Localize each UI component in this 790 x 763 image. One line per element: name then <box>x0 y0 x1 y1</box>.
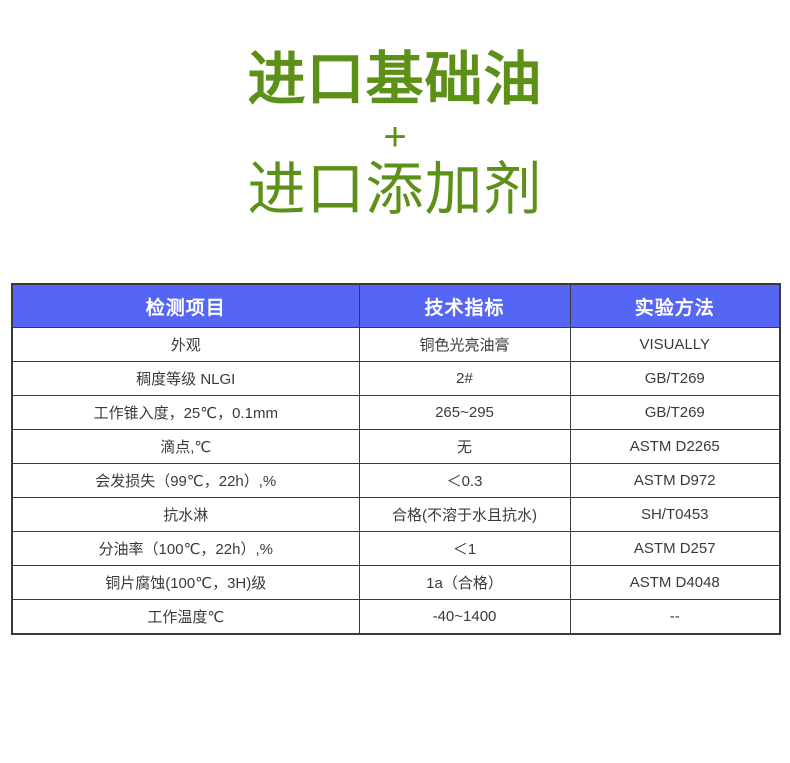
cell-test-item: 工作锥入度，25℃，0.1mm <box>11 395 360 430</box>
cell-test-method: ASTM D257 <box>569 531 781 566</box>
cell-test-method: SH/T0453 <box>569 497 781 532</box>
table-row: 滴点,℃ 无 ASTM D2265 <box>11 429 781 464</box>
cell-test-method: VISUALLY <box>569 327 781 362</box>
spec-table-head: 检测项目 技术指标 实验方法 <box>11 283 781 328</box>
headline-line-additive: 进口添加剂 <box>247 157 543 223</box>
table-row: 工作温度℃ -40~1400 -- <box>11 599 781 635</box>
table-row: 工作锥入度，25℃，0.1mm 265~295 GB/T269 <box>11 395 781 430</box>
plus-sign-icon: + <box>383 115 407 160</box>
cell-technical-index: 无 <box>358 429 571 464</box>
cell-test-method: GB/T269 <box>569 361 781 396</box>
table-row: 抗水淋 合格(不溶于水且抗水) SH/T0453 <box>11 497 781 532</box>
table-row: 分油率（100℃，22h）,% ＜1 ASTM D257 <box>11 531 781 566</box>
cell-technical-index: ＜0.3 <box>358 463 571 498</box>
cell-technical-index: 2# <box>358 361 571 396</box>
cell-test-method: ASTM D2265 <box>569 429 781 464</box>
spec-table-header-row: 检测项目 技术指标 实验方法 <box>11 283 781 328</box>
cell-technical-index: 合格(不溶于水且抗水) <box>358 497 571 532</box>
spec-table-body: 外观 铜色光亮油膏 VISUALLY 稠度等级 NLGI 2# GB/T269 … <box>11 327 781 635</box>
table-row: 稠度等级 NLGI 2# GB/T269 <box>11 361 781 396</box>
cell-test-item: 稠度等级 NLGI <box>11 361 360 396</box>
table-row: 外观 铜色光亮油膏 VISUALLY <box>11 327 781 362</box>
table-row: 会发损失（99℃，22h）,% ＜0.3 ASTM D972 <box>11 463 781 498</box>
cell-test-method: ASTM D972 <box>569 463 781 498</box>
cell-test-item: 滴点,℃ <box>11 429 360 464</box>
cell-technical-index: 1a（合格） <box>358 565 571 600</box>
table-row: 铜片腐蚀(100℃，3H)级 1a（合格） ASTM D4048 <box>11 565 781 600</box>
spec-table-container: 检测项目 技术指标 实验方法 外观 铜色光亮油膏 VISUALLY 稠度等级 N… <box>11 283 781 635</box>
cell-test-item: 抗水淋 <box>11 497 360 532</box>
column-header-technical-index: 技术指标 <box>358 283 571 328</box>
column-header-test-item: 检测项目 <box>11 283 360 328</box>
cell-technical-index: -40~1400 <box>358 599 571 635</box>
cell-technical-index: 铜色光亮油膏 <box>358 327 571 362</box>
cell-test-method: GB/T269 <box>569 395 781 430</box>
product-headline: 进口基础油 + 进口添加剂 <box>0 46 790 225</box>
column-header-test-method: 实验方法 <box>569 283 781 328</box>
cell-test-item: 外观 <box>11 327 360 362</box>
cell-test-method: -- <box>569 599 781 635</box>
headline-line-base-oil: 进口基础油 <box>247 47 543 112</box>
cell-technical-index: ＜1 <box>358 531 571 566</box>
cell-test-item: 分油率（100℃，22h）,% <box>11 531 360 566</box>
cell-test-method: ASTM D4048 <box>569 565 781 600</box>
cell-test-item: 铜片腐蚀(100℃，3H)级 <box>11 565 360 600</box>
cell-test-item: 工作温度℃ <box>11 599 360 635</box>
cell-test-item: 会发损失（99℃，22h）,% <box>11 463 360 498</box>
cell-technical-index: 265~295 <box>358 395 571 430</box>
spec-table: 检测项目 技术指标 实验方法 外观 铜色光亮油膏 VISUALLY 稠度等级 N… <box>11 283 781 635</box>
